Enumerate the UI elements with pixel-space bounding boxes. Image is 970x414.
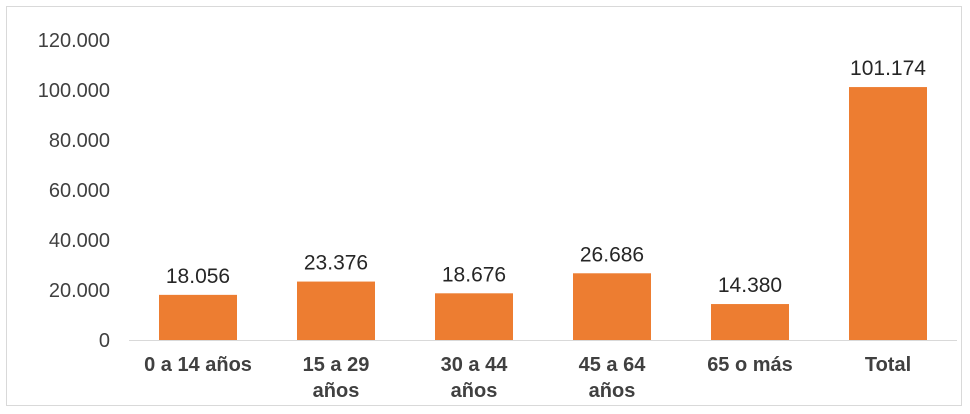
y-tick-label: 0	[99, 330, 110, 352]
bar	[297, 281, 375, 340]
y-tick-label: 60.000	[49, 180, 110, 202]
y-tick-label: 80.000	[49, 130, 110, 152]
data-label: 26.686	[580, 243, 644, 266]
data-labels: 18.056 23.376 18.676 26.686 14.380 101.174	[166, 57, 926, 297]
data-label: 14.380	[718, 274, 782, 297]
bar	[711, 304, 789, 340]
x-tick-label: 65 o más	[707, 354, 793, 376]
data-label: 101.174	[850, 57, 926, 80]
bar	[435, 293, 513, 340]
x-tick-label: 30 a 44	[441, 354, 509, 376]
x-tick-label: 15 a 29	[303, 354, 370, 376]
y-axis: 0 20.000 40.000 60.000 80.000 100.000 120.000	[38, 30, 110, 352]
y-tick-label: 120.000	[38, 30, 110, 52]
x-axis: 0 a 14 años 15 a 29 años 30 a 44 años 45 a 64…	[129, 340, 957, 402]
x-tick-label: Total	[865, 354, 911, 376]
x-tick-label: 45 a 64	[579, 354, 647, 376]
bar	[849, 87, 927, 340]
data-label: 18.676	[442, 263, 506, 286]
x-tick-label: años	[589, 380, 636, 402]
bars	[159, 87, 927, 340]
bar	[159, 294, 237, 340]
data-label: 18.056	[166, 265, 230, 288]
y-tick-label: 100.000	[38, 80, 110, 102]
bar-chart: 020.00040.00060.00080.000100.000120.000 …	[38, 30, 957, 402]
y-tick-label: 40.000	[49, 230, 110, 252]
x-tick-label: años	[313, 380, 360, 402]
chart-frame: 0 20.000 40.000 60.000 80.000 100.000 120.000 …	[6, 6, 962, 406]
data-label: 23.376	[304, 252, 368, 275]
bar	[573, 273, 651, 340]
y-tick-label: 20.000	[49, 280, 110, 302]
x-tick-label: 0 a 14 años	[144, 354, 252, 376]
x-tick-label: años	[451, 380, 498, 402]
